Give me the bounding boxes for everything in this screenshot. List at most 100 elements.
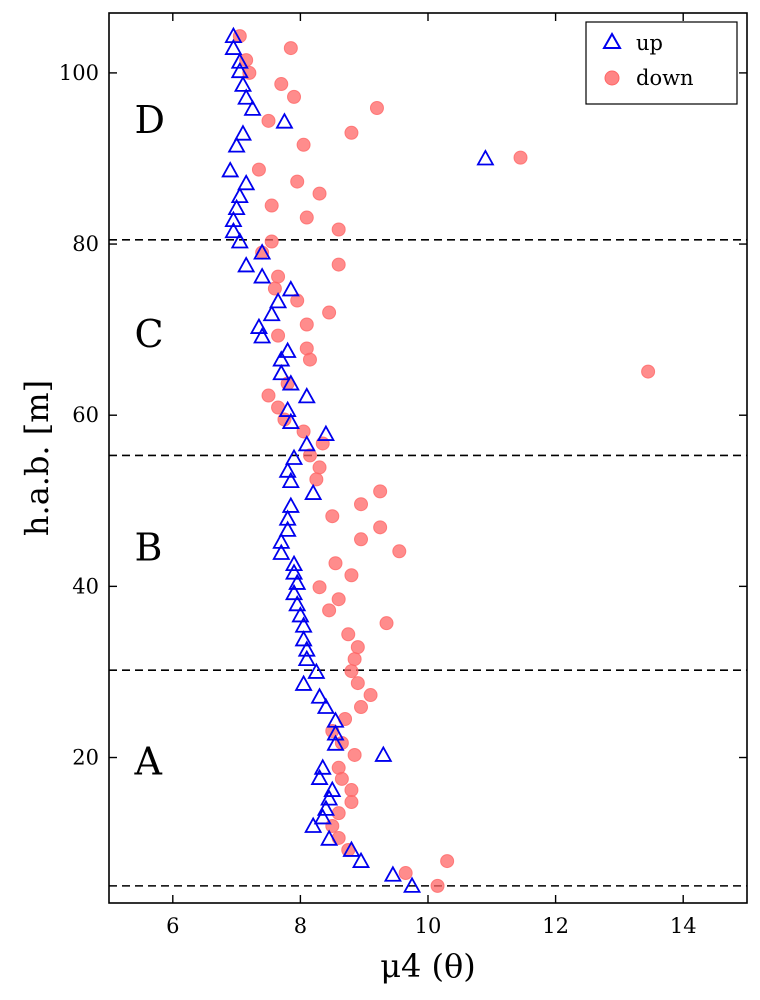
up-point: [230, 52, 249, 69]
up-point: [278, 341, 297, 358]
down-point: [299, 341, 314, 356]
down-point: [341, 627, 356, 642]
up-point: [297, 387, 316, 404]
x-tick-label: 8: [294, 914, 307, 938]
down-point: [440, 854, 455, 869]
down-point: [287, 89, 302, 104]
up-point: [281, 496, 300, 513]
up-point: [237, 256, 256, 273]
down-point: [331, 806, 346, 821]
up-point: [237, 173, 256, 191]
up-point: [326, 724, 345, 741]
down-point: [392, 544, 407, 559]
up-point: [403, 876, 422, 893]
down-point: [299, 210, 314, 225]
up-point: [304, 816, 323, 833]
up-point: [224, 38, 243, 55]
down-point: [271, 328, 286, 343]
up-point: [272, 532, 291, 549]
down-point: [264, 198, 279, 213]
up-point: [297, 649, 316, 667]
up-point: [281, 374, 300, 391]
up-point: [230, 186, 249, 204]
down-point: [328, 556, 343, 571]
legend-up-label: up: [636, 31, 663, 55]
up-point: [476, 149, 495, 166]
up-point: [237, 88, 256, 105]
down-point: [299, 317, 314, 332]
up-point: [374, 745, 393, 762]
down-point: [344, 795, 359, 810]
down-point: [344, 125, 359, 140]
down-point: [369, 100, 384, 115]
down-point: [251, 162, 266, 177]
up-point: [281, 412, 300, 429]
up-point: [326, 711, 345, 728]
down-point: [261, 388, 276, 403]
up-point: [249, 317, 268, 334]
down-point: [331, 257, 346, 272]
y-axis-label: h.a.b. [m]: [18, 380, 56, 536]
legend-down-label: down: [636, 66, 694, 90]
up-point: [310, 687, 329, 704]
up-point: [297, 640, 316, 657]
up-point: [284, 554, 304, 572]
up-point: [221, 161, 240, 178]
down-point: [350, 640, 365, 655]
up-point: [291, 606, 310, 623]
region-label: B: [135, 526, 163, 570]
up-point: [281, 471, 300, 489]
up-point: [272, 543, 291, 560]
axis-ticks: 6 8 10 12 14 20 40 60 80 100: [59, 13, 747, 938]
up-point: [278, 461, 297, 478]
down-point: [379, 616, 394, 631]
down-point: [322, 305, 337, 320]
y-tick-label: 80: [72, 232, 99, 256]
up-point: [294, 674, 313, 691]
up-point: [307, 662, 326, 679]
up-point: [253, 267, 272, 284]
up-point: [316, 697, 335, 714]
up-point: [294, 630, 313, 647]
up-point: [281, 280, 300, 297]
down-point: [312, 580, 327, 595]
up-point: [313, 758, 332, 775]
up-point: [269, 292, 288, 309]
up-point: [284, 583, 304, 601]
down-point: [350, 676, 365, 691]
down-point: [354, 532, 369, 547]
down-point: [331, 760, 346, 775]
up-point: [310, 768, 329, 785]
down-point: [398, 866, 413, 881]
up-point: [272, 363, 291, 381]
up-point: [351, 851, 371, 868]
up-point: [227, 136, 246, 153]
plot-area: A B C D: [109, 26, 747, 893]
region-label: D: [135, 98, 165, 142]
down-point: [322, 603, 337, 618]
up-point: [272, 350, 291, 367]
up-point: [262, 304, 281, 322]
down-point: [641, 364, 656, 379]
up-point: [323, 780, 342, 797]
y-tick-label: 60: [72, 403, 99, 427]
up-point: [278, 520, 297, 537]
legend-down-circle-icon: [604, 70, 620, 86]
region-label: A: [134, 740, 163, 784]
up-point: [320, 789, 339, 806]
up-point: [253, 327, 272, 344]
up-point: [284, 563, 304, 580]
down-point: [347, 747, 362, 762]
up-point: [278, 509, 297, 526]
x-tick-label: 10: [415, 914, 442, 938]
down-point: [309, 472, 324, 487]
down-point: [344, 664, 359, 679]
region-label: C: [135, 312, 164, 356]
y-tick-label: 20: [72, 746, 99, 770]
down-point: [312, 460, 327, 475]
down-point: [354, 497, 369, 512]
down-point: [430, 878, 445, 893]
down-point: [344, 568, 359, 583]
down-point: [283, 41, 298, 56]
